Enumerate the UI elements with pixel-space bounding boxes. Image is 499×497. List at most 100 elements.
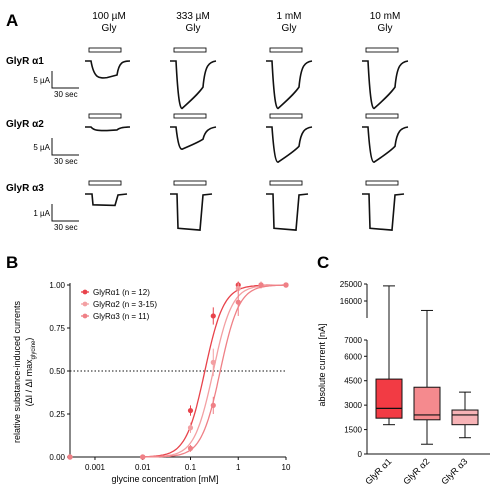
data-point <box>187 407 194 414</box>
data-point <box>210 359 216 365</box>
data-point <box>210 402 216 408</box>
panel-c-letter: C <box>317 253 329 272</box>
application-bar <box>269 180 303 186</box>
y-tick-label: 0 <box>358 450 363 459</box>
legend-label: GlyRα1 (n = 12) <box>93 288 150 297</box>
col-header-3-line1: 1 mM <box>277 11 302 22</box>
col-header-3-line2: Gly <box>282 23 297 34</box>
y-tick-label: 0.25 <box>49 410 65 419</box>
current-trace <box>85 126 131 132</box>
y-tick-label: 6000 <box>344 352 362 361</box>
panel-b-y-label: relative substance-induced currents (ΔI … <box>12 300 37 443</box>
application-bar <box>173 47 207 53</box>
x-tick-label: 10 <box>282 463 291 472</box>
col-header-1-line1: 100 µM <box>92 11 126 22</box>
x-axis-label: glycine concentration [mM] <box>111 474 218 484</box>
current-trace <box>170 60 217 110</box>
x-tick-label: 0.01 <box>135 463 151 472</box>
y-tick-label: 0.00 <box>49 453 65 462</box>
y-label-sub: glycine <box>31 340 37 359</box>
application-bar <box>88 180 122 186</box>
category-label: GlyR α1 <box>363 456 393 486</box>
application-bar <box>88 47 122 53</box>
x-tick-label: 0.001 <box>85 463 106 472</box>
row-label-3: GlyR α3 <box>6 183 44 194</box>
panel-a-letter: A <box>6 11 18 30</box>
row-label-1: GlyR α1 <box>6 56 44 67</box>
x-tick-label: 0.1 <box>185 463 197 472</box>
category-label: GlyR α2 <box>401 456 431 486</box>
application-bar <box>365 47 399 53</box>
y-tick-label: 3000 <box>344 401 362 410</box>
application-bar <box>173 113 207 119</box>
panel-b: B relative substance-induced currents (Δ… <box>6 253 291 484</box>
col-header-2-line2: Gly <box>186 23 201 34</box>
data-point <box>67 454 73 460</box>
y-label-line2: (ΔI / ΔI maxglycine) <box>24 338 37 407</box>
y-tick-label: 0.50 <box>49 367 65 376</box>
current-trace <box>362 193 405 231</box>
current-trace <box>266 193 309 231</box>
box-plot-chart: 0 1500 3000 4500 6000 7000 16000 25000 GlyR α1 Gl… <box>340 280 490 487</box>
category-label: GlyR α3 <box>439 456 469 486</box>
scale-bar-2-y: 5 µA <box>33 143 50 152</box>
box <box>375 378 403 419</box>
application-bar <box>269 113 303 119</box>
current-trace <box>362 126 409 163</box>
col-header-4-line2: Gly <box>378 23 393 34</box>
current-trace <box>266 126 313 163</box>
scale-bar-1-y: 5 µA <box>33 76 50 85</box>
y-tick-label: 16000 <box>340 297 363 306</box>
scale-bar-row-1: 5 µA 30 sec <box>33 71 79 99</box>
current-trace <box>85 60 131 79</box>
y-tick-label: 1.00 <box>49 281 65 290</box>
data-point <box>283 282 289 288</box>
current-trace <box>170 193 213 231</box>
row-label-2: GlyR α2 <box>6 119 44 130</box>
scale-bar-2-x: 30 sec <box>54 157 78 166</box>
y-tick-label: 7000 <box>344 336 362 345</box>
data-point <box>235 299 241 305</box>
y-tick-label: 1500 <box>344 426 362 435</box>
data-point <box>210 313 216 319</box>
box <box>451 409 479 426</box>
data-point <box>258 282 264 288</box>
y-tick-label: 25000 <box>340 280 363 289</box>
legend-marker <box>82 301 88 307</box>
current-trace <box>85 193 128 207</box>
scale-bar-3-y: 1 µA <box>33 209 50 218</box>
application-bar <box>88 113 122 119</box>
panel-a: A 100 µM Gly 333 µM Gly 1 mM Gly 10 mM G… <box>6 11 409 232</box>
scale-bar-1-x: 30 sec <box>54 90 78 99</box>
current-trace <box>266 60 313 110</box>
col-header-4-line1: 10 mM <box>370 11 401 22</box>
x-tick-label: 1 <box>236 463 241 472</box>
y-tick-label: 4500 <box>344 377 362 386</box>
col-header-1-line2: Gly <box>102 23 117 34</box>
current-trace <box>170 126 217 151</box>
dose-response-chart: 0.00 0.25 0.50 0.75 1.00 0.001 0.01 0.1 1 10 GlyRα… <box>49 281 291 472</box>
application-bar <box>173 180 207 186</box>
current-trace <box>362 60 409 110</box>
current-traces <box>85 47 409 231</box>
y-label-end: ) <box>24 338 34 341</box>
scale-bar-3-x: 30 sec <box>54 223 78 232</box>
scale-bar-row-2: 5 µA 30 sec <box>33 138 79 166</box>
legend-label: GlyRα2 (n = 3-15) <box>93 300 157 309</box>
legend-marker <box>82 313 88 319</box>
panel-c-y-label: absolute current [nA] <box>317 323 327 406</box>
application-bar <box>365 180 399 186</box>
panel-c: C absolute current [nA] 0 1500 3000 4500 600… <box>317 253 490 487</box>
legend-label: GlyRα3 (n = 11) <box>93 312 150 321</box>
col-header-2-line1: 333 µM <box>176 11 210 22</box>
panel-b-letter: B <box>6 253 18 272</box>
data-point <box>187 445 194 451</box>
legend-marker <box>82 289 88 295</box>
y-tick-label: 0.75 <box>49 324 65 333</box>
application-bar <box>269 47 303 53</box>
y-label-main: (ΔI / ΔI max <box>24 359 34 407</box>
scale-bar-row-3: 1 µA 30 sec <box>33 204 79 232</box>
y-label-line1: relative substance-induced currents <box>12 300 22 443</box>
data-point <box>187 425 194 431</box>
